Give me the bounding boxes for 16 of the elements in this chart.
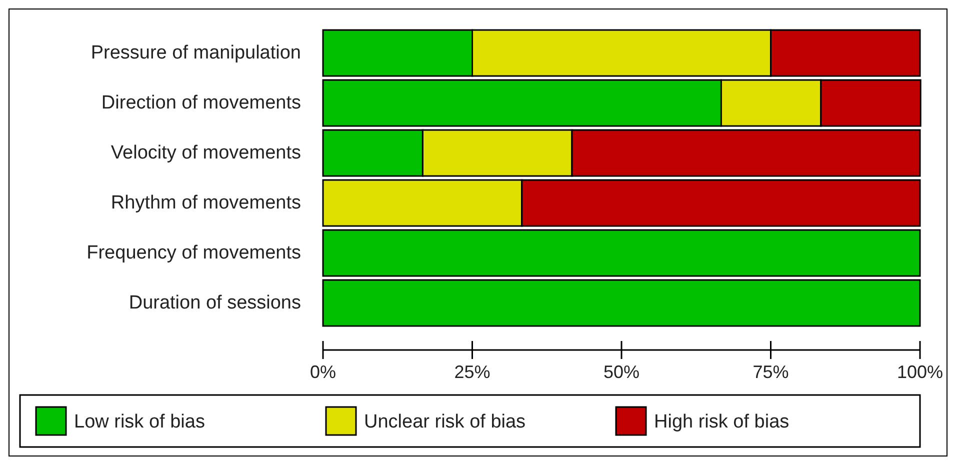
y-tick-label: Velocity of movements (110, 142, 301, 164)
legend-label: Low risk of bias (74, 412, 205, 432)
y-tick-label: Duration of sessions (128, 292, 301, 314)
x-tick-label: 25% (454, 362, 490, 382)
x-tick-label: 50% (603, 362, 640, 382)
bar (322, 229, 921, 277)
legend-label: High risk of bias (654, 412, 790, 432)
legend-label: Unclear risk of bias (364, 412, 526, 432)
y-tick-label: Pressure of manipulation (90, 42, 301, 64)
x-tick-label: 75% (752, 362, 789, 382)
bar (322, 279, 921, 327)
x-tick-label: 100% (896, 362, 944, 382)
x-tick-label: 0% (310, 362, 336, 382)
y-tick-label: Rhythm of movements (110, 192, 301, 214)
y-tick-label: Frequency of movements (86, 242, 301, 264)
y-tick-label: Direction of movements (101, 92, 301, 114)
